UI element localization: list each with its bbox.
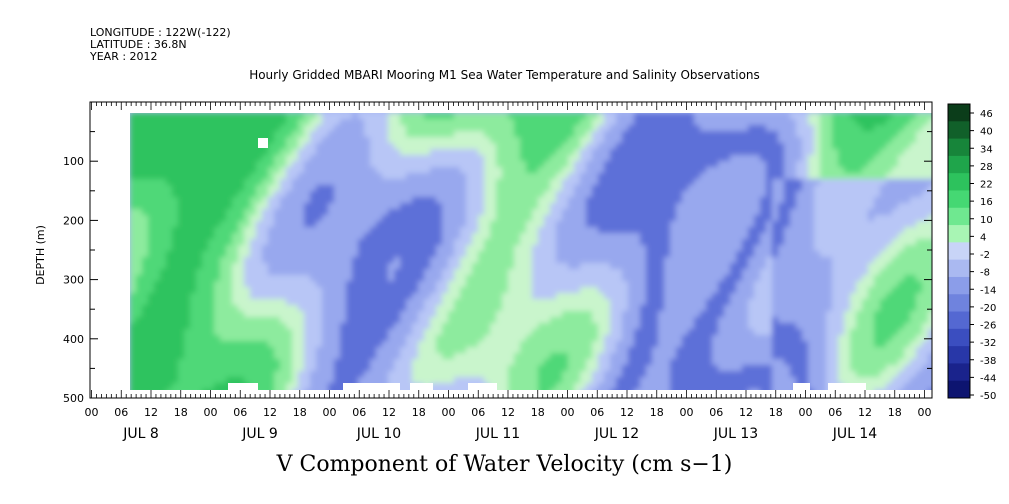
x-day-label: JUL 8 xyxy=(122,426,159,442)
y-tick-label: 500 xyxy=(63,392,84,405)
colorbar-swatch xyxy=(948,173,970,191)
colorbar-swatch xyxy=(948,276,970,295)
colorbar-label: 22 xyxy=(980,180,993,191)
x-hour-label: 00 xyxy=(680,406,694,419)
x-hour-label: 00 xyxy=(204,406,218,419)
colorbar-label: -20 xyxy=(980,303,996,314)
colorbar-label: 40 xyxy=(980,127,993,138)
variable-title: V Component of Water Velocity (cm s−1) xyxy=(276,452,733,477)
y-axis-label: DEPTH (m) xyxy=(34,225,47,285)
colorbar-swatch xyxy=(948,363,970,382)
x-hour-label: 12 xyxy=(858,406,872,419)
x-day-label: JUL 12 xyxy=(594,426,639,442)
x-hour-label: 00 xyxy=(799,406,813,419)
x-hour-label: 00 xyxy=(918,406,932,419)
y-tick-label: 400 xyxy=(63,333,84,346)
x-hour-label: 12 xyxy=(382,406,396,419)
y-axis: 100 200 300 400 500 xyxy=(63,131,932,405)
x-hour-label: 12 xyxy=(739,406,753,419)
x-day-label: JUL 9 xyxy=(241,426,278,442)
colorbar-label: 34 xyxy=(980,144,993,155)
x-hour-label: 06 xyxy=(233,406,247,419)
x-hour-label: 12 xyxy=(501,406,515,419)
latitude-label: LATITUDE : 36.8N xyxy=(90,38,187,51)
colorbar-label: -32 xyxy=(980,338,996,349)
y-tick-label: 300 xyxy=(63,274,84,287)
x-hour-label: 18 xyxy=(293,406,307,419)
x-hour-label: 06 xyxy=(590,406,604,419)
x-hour-label: 18 xyxy=(888,406,902,419)
x-hour-label: 18 xyxy=(412,406,426,419)
x-hour-label: 12 xyxy=(620,406,634,419)
colorbar-swatch xyxy=(948,328,970,347)
colorbar: 46 40 34 28 22 16 10 4 -2 -8 -14 -20 -26 -32 -38 -44 -50 xyxy=(947,103,996,402)
x-hour-label: 00 xyxy=(85,406,99,419)
colorbar-label: -2 xyxy=(980,250,990,261)
x-hour-label: 00 xyxy=(442,406,456,419)
x-hour-label: 06 xyxy=(709,406,723,419)
colorbar-label: -50 xyxy=(980,391,996,402)
heatmap-field xyxy=(130,113,932,390)
y-tick-label: 200 xyxy=(63,214,84,227)
colorbar-swatch xyxy=(948,225,970,243)
colorbar-label: -26 xyxy=(980,321,996,332)
x-hour-label: 06 xyxy=(114,406,128,419)
x-hour-label: 18 xyxy=(769,406,783,419)
chart-title: Hourly Gridded MBARI Mooring M1 Sea Wate… xyxy=(249,68,760,82)
colorbar-swatch xyxy=(948,207,970,226)
colorbar-swatch xyxy=(948,242,970,261)
colorbar-swatch xyxy=(948,190,970,209)
colorbar-swatch xyxy=(948,138,970,157)
colorbar-label: 16 xyxy=(980,197,993,208)
colorbar-label: 10 xyxy=(980,215,993,226)
colorbar-label: 46 xyxy=(980,109,993,120)
colorbar-label: 28 xyxy=(980,162,993,173)
x-hour-label: 06 xyxy=(352,406,366,419)
x-day-label: JUL 10 xyxy=(356,426,401,442)
colorbar-swatch xyxy=(948,155,970,174)
year-label: YEAR : 2012 xyxy=(90,50,158,63)
x-hour-label: 00 xyxy=(323,406,337,419)
colorbar-label: 4 xyxy=(980,232,986,243)
colorbar-swatch xyxy=(948,380,970,399)
x-hour-label: 18 xyxy=(531,406,545,419)
colorbar-swatch xyxy=(948,121,970,140)
x-day-label: JUL 11 xyxy=(475,426,520,442)
x-hour-label: 18 xyxy=(650,406,664,419)
colorbar-swatch xyxy=(948,346,970,364)
x-day-label: JUL 13 xyxy=(713,426,758,442)
colorbar-label: -14 xyxy=(980,285,996,296)
colorbar-label: -38 xyxy=(980,356,996,367)
colorbar-swatch xyxy=(948,104,970,122)
x-day-label: JUL 14 xyxy=(832,426,878,442)
colorbar-swatch xyxy=(948,311,970,330)
x-hour-label: 12 xyxy=(144,406,158,419)
longitude-label: LONGITUDE : 122W(-122) xyxy=(90,26,231,39)
x-hour-label: 12 xyxy=(263,406,277,419)
colorbar-swatch xyxy=(948,259,970,278)
x-hour-label: 06 xyxy=(828,406,842,419)
x-axis: 00 06 12 18 00 06 12 18 00 06 12 18 00 06 12 18 00 06 12 18… xyxy=(85,102,932,442)
colorbar-swatch xyxy=(948,294,970,313)
colorbar-label: -44 xyxy=(980,373,996,384)
x-hour-label: 18 xyxy=(174,406,188,419)
colorbar-label: -8 xyxy=(980,268,990,279)
x-hour-label: 06 xyxy=(471,406,485,419)
y-tick-label: 100 xyxy=(63,155,84,168)
x-hour-label: 00 xyxy=(561,406,575,419)
